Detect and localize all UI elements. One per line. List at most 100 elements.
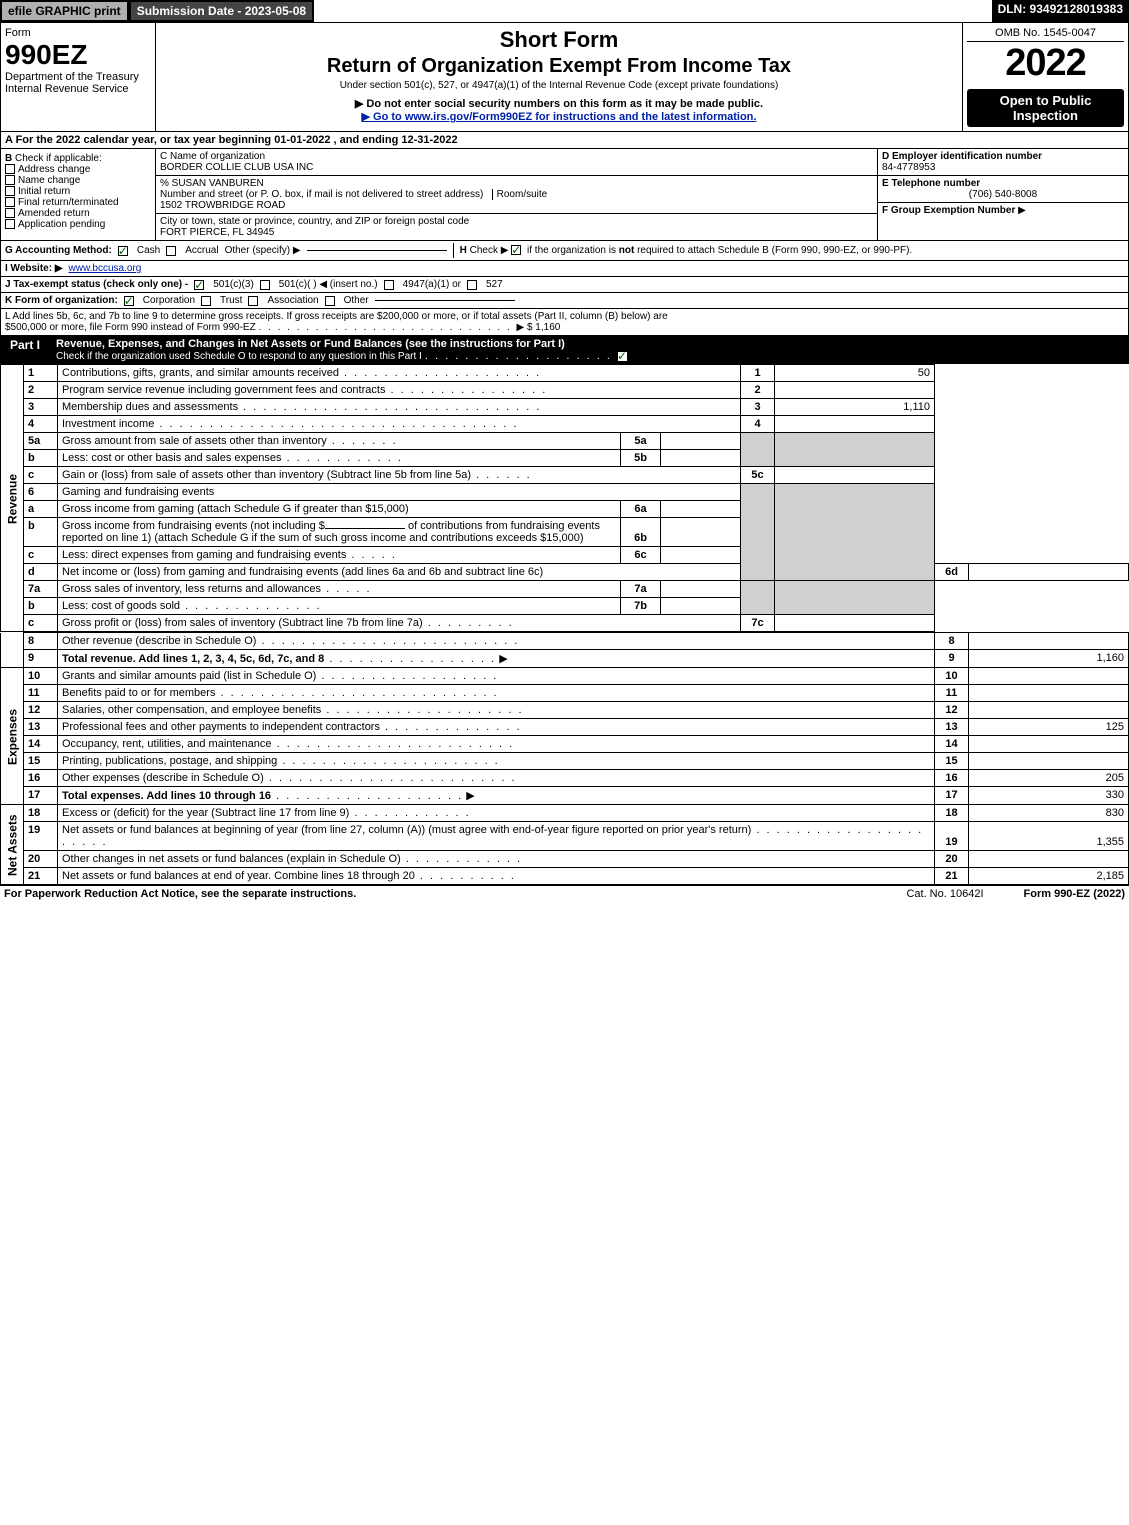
chk-schedule-o[interactable] bbox=[617, 351, 628, 362]
sub-val bbox=[661, 547, 741, 564]
line-desc: Total expenses. Add lines 10 through 16 … bbox=[58, 787, 935, 805]
lbl-final-return: Final return/terminated bbox=[18, 197, 119, 208]
k-label: K Form of organization: bbox=[5, 295, 118, 306]
lbl-corp: Corporation bbox=[143, 295, 195, 306]
part1-table-cont: 8 Other revenue (describe in Schedule O)… bbox=[0, 632, 1129, 885]
line-num: 20 bbox=[24, 851, 58, 868]
line-desc: Contributions, gifts, grants, and simila… bbox=[58, 365, 741, 382]
chk-501c[interactable] bbox=[260, 280, 270, 290]
org-name: BORDER COLLIE CLUB USA INC bbox=[160, 162, 313, 173]
chk-527[interactable] bbox=[467, 280, 477, 290]
goto-link[interactable]: ▶ Go to www.irs.gov/Form990EZ for instru… bbox=[362, 111, 757, 123]
chk-application-pending[interactable] bbox=[5, 219, 15, 229]
line-desc: Other changes in net assets or fund bala… bbox=[58, 851, 935, 868]
shaded-cell bbox=[741, 484, 775, 581]
shaded-cell bbox=[775, 433, 935, 467]
sub-num: 6b bbox=[621, 518, 661, 547]
chk-initial-return[interactable] bbox=[5, 186, 15, 196]
line-desc: Membership dues and assessments . . . . … bbox=[58, 399, 741, 416]
j-text: J Tax-exempt status (check only one) - bbox=[5, 279, 188, 290]
result-val bbox=[969, 851, 1129, 868]
line-num: 9 bbox=[24, 650, 58, 668]
result-num: 19 bbox=[935, 822, 969, 851]
i-label: I Website: ▶ bbox=[5, 263, 63, 274]
chk-assoc[interactable] bbox=[248, 296, 258, 306]
chk-cash[interactable] bbox=[118, 246, 128, 256]
line-desc: Other revenue (describe in Schedule O) .… bbox=[58, 633, 935, 650]
chk-501c3[interactable] bbox=[194, 280, 204, 290]
other-specify-line[interactable] bbox=[307, 250, 447, 251]
chk-amended-return[interactable] bbox=[5, 208, 15, 218]
sub-num: 6c bbox=[621, 547, 661, 564]
line-desc: Less: direct expenses from gaming and fu… bbox=[58, 547, 621, 564]
lbl-assoc: Association bbox=[267, 295, 318, 306]
sidelabel-revenue-cont bbox=[1, 633, 24, 668]
chk-4947[interactable] bbox=[384, 280, 394, 290]
line-num: 2 bbox=[24, 382, 58, 399]
col-b: B Check if applicable: Address change Na… bbox=[1, 149, 156, 240]
sub-val bbox=[661, 433, 741, 450]
line-desc: Net assets or fund balances at beginning… bbox=[58, 822, 935, 851]
chk-trust[interactable] bbox=[201, 296, 211, 306]
row-k: K Form of organization: Corporation Trus… bbox=[0, 293, 1129, 309]
check-if-label: Check if applicable: bbox=[15, 153, 102, 164]
chk-final-return[interactable] bbox=[5, 197, 15, 207]
result-val: 205 bbox=[969, 770, 1129, 787]
line-desc: Investment income . . . . . . . . . . . … bbox=[58, 416, 741, 433]
line-num: 18 bbox=[24, 805, 58, 822]
line-desc: Printing, publications, postage, and shi… bbox=[58, 753, 935, 770]
lbl-application-pending: Application pending bbox=[18, 219, 105, 230]
line-num: b bbox=[24, 450, 58, 467]
d-label: D Employer identification number bbox=[882, 151, 1042, 162]
line-num: 7a bbox=[24, 581, 58, 598]
line-desc: Program service revenue including govern… bbox=[58, 382, 741, 399]
chk-corp[interactable] bbox=[124, 296, 134, 306]
line-num: 12 bbox=[24, 702, 58, 719]
f-label: F Group Exemption Number bbox=[882, 205, 1015, 216]
chk-accrual[interactable] bbox=[166, 246, 176, 256]
result-num: 14 bbox=[935, 736, 969, 753]
header-left: Form 990EZ Department of the Treasury In… bbox=[1, 23, 156, 131]
sidelabel-netassets: Net Assets bbox=[1, 805, 24, 885]
shaded-cell bbox=[775, 581, 935, 615]
sub-num: 6a bbox=[621, 501, 661, 518]
result-num: 16 bbox=[935, 770, 969, 787]
h-col: H Check ▶ if the organization is not req… bbox=[453, 243, 1124, 258]
sub-val bbox=[661, 581, 741, 598]
section-a-text: A For the 2022 calendar year, or tax yea… bbox=[5, 134, 458, 146]
chk-h[interactable] bbox=[511, 245, 521, 255]
result-val: 1,110 bbox=[775, 399, 935, 416]
chk-address-change[interactable] bbox=[5, 164, 15, 174]
line-desc: Gain or (loss) from sale of assets other… bbox=[58, 467, 741, 484]
city-value: FORT PIERCE, FL 34945 bbox=[160, 227, 274, 238]
line-num: 14 bbox=[24, 736, 58, 753]
part1-header: Part I Revenue, Expenses, and Changes in… bbox=[0, 336, 1129, 364]
line-desc: Salaries, other compensation, and employ… bbox=[58, 702, 935, 719]
line-num: 4 bbox=[24, 416, 58, 433]
result-val bbox=[969, 702, 1129, 719]
line-desc: Net assets or fund balances at end of ye… bbox=[58, 868, 935, 885]
short-form-title: Short Form bbox=[160, 27, 958, 53]
line-num: b bbox=[24, 598, 58, 615]
result-num: 20 bbox=[935, 851, 969, 868]
form-header: Form 990EZ Department of the Treasury In… bbox=[0, 22, 1129, 132]
website-link[interactable]: www.bccusa.org bbox=[69, 263, 142, 274]
care-of: % SUSAN VANBUREN bbox=[160, 178, 264, 189]
result-num: 12 bbox=[935, 702, 969, 719]
dots: . . . . . . . . . . . . . . . . . . . bbox=[425, 350, 617, 362]
b-label: B bbox=[5, 153, 12, 164]
result-val: 1,355 bbox=[969, 822, 1129, 851]
other-org-line[interactable] bbox=[375, 300, 515, 301]
lbl-other-org: Other bbox=[344, 295, 369, 306]
submission-date-button[interactable]: Submission Date - 2023-05-08 bbox=[129, 0, 314, 22]
row-j: J Tax-exempt status (check only one) - 5… bbox=[0, 277, 1129, 293]
no-ssn-note: ▶ Do not enter social security numbers o… bbox=[355, 98, 763, 110]
sidelabel-revenue: Revenue bbox=[1, 365, 24, 632]
l-text2: $500,000 or more, file Form 990 instead … bbox=[5, 322, 256, 333]
efile-print-button[interactable]: efile GRAPHIC print bbox=[0, 0, 129, 22]
part1-title: Revenue, Expenses, and Changes in Net As… bbox=[56, 338, 565, 350]
chk-other-org[interactable] bbox=[325, 296, 335, 306]
chk-name-change[interactable] bbox=[5, 175, 15, 185]
result-val: 2,185 bbox=[969, 868, 1129, 885]
line-desc: Gross amount from sale of assets other t… bbox=[58, 433, 621, 450]
